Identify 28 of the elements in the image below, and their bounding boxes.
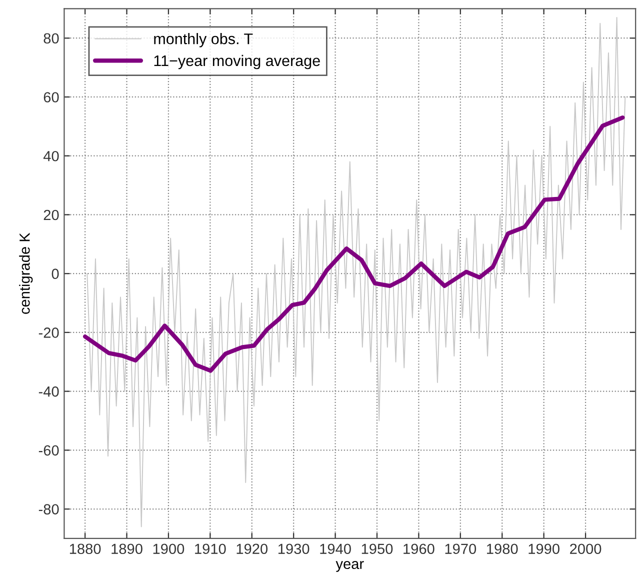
y-tick-label: -60 <box>38 445 59 456</box>
x-tick-label: 1990 <box>528 544 560 554</box>
y-tick-label: 0 <box>52 268 59 280</box>
y-axis-title: centigrade K <box>19 232 33 314</box>
y-tick-label: -20 <box>38 328 59 338</box>
x-tick-label: 1970 <box>445 544 476 554</box>
x-tick-label: 1950 <box>362 544 393 554</box>
y-tick-label: 80 <box>44 33 59 44</box>
y-tick-label: 40 <box>43 150 59 162</box>
x-tick-label: 1980 <box>487 544 518 554</box>
y-tick-label: 20 <box>44 210 59 220</box>
y-tick-label: 60 <box>44 92 59 102</box>
x-tick-label: 1910 <box>195 544 226 554</box>
x-tick-label: 1940 <box>320 544 351 554</box>
x-tick-label: 1890 <box>112 544 142 554</box>
line-series <box>86 17 626 528</box>
x-axis-title: year <box>336 561 364 572</box>
x-tick-label: 1960 <box>404 544 434 554</box>
x-tick-label: 1920 <box>236 544 268 554</box>
y-tick-label: -80 <box>38 504 59 514</box>
legend-label: monthly obs. T <box>154 33 253 48</box>
x-tick-label: 2000 <box>570 544 602 554</box>
x-tick-label: 1880 <box>70 544 101 554</box>
x-tick-label: 1930 <box>278 544 310 554</box>
y-tick-label: -40 <box>38 386 59 397</box>
x-tick-label: 1900 <box>153 544 184 554</box>
line-series <box>82 116 625 373</box>
legend-label: 11−year moving average <box>154 54 320 70</box>
